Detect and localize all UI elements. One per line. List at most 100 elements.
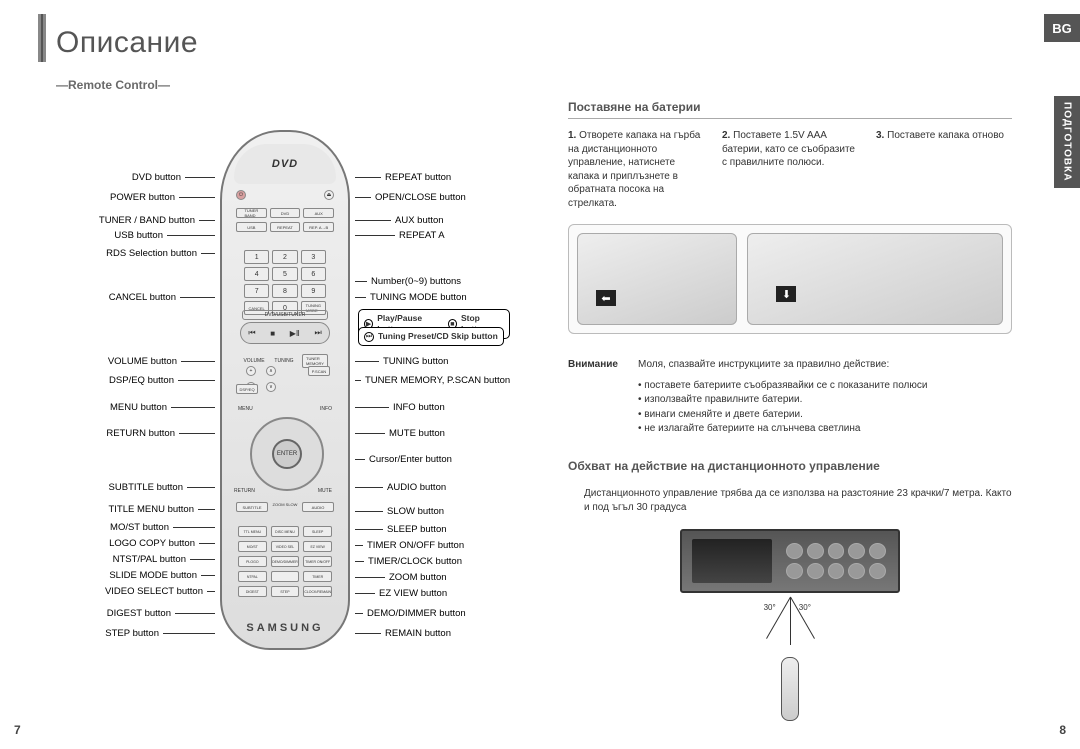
numpad-key: 1 <box>244 250 269 264</box>
numpad-key: 9 <box>301 284 326 298</box>
side-tab: ПОДГОТОВКА <box>1054 96 1080 188</box>
callout-label: CANCEL button <box>109 292 215 303</box>
remote-key: DEMO/DIMMER <box>271 556 300 567</box>
label-text: NTST/PAL button <box>113 554 186 565</box>
title-accent <box>38 14 46 62</box>
label-text: CANCEL button <box>109 292 176 303</box>
receiver-illustration: 30° 30° <box>680 529 900 721</box>
battery-step: 2. Поставете 1.5V AAA батерии, като се с… <box>722 129 858 210</box>
battery-step: 1. Отворете капака на гърба на дистанцио… <box>568 129 704 210</box>
open-close-icon: ⏏ <box>324 190 334 200</box>
label-text: POWER button <box>110 192 175 203</box>
label-text: SLEEP button <box>387 524 447 535</box>
receiver-box <box>680 529 900 593</box>
label-text: TIMER/CLOCK button <box>368 556 462 567</box>
remote-key: MO/ST <box>238 541 267 552</box>
deg-right: 30° <box>799 603 811 612</box>
label-text: STEP button <box>105 628 159 639</box>
bullet-item: поставете батериите съобразявайки се с п… <box>638 379 1012 394</box>
numpad-key: 6 <box>301 267 326 281</box>
label-text: SLIDE MODE button <box>109 570 197 581</box>
callout-label: REMAIN button <box>355 628 451 639</box>
label-text: TITLE MENU button <box>108 504 194 515</box>
label-text: TIMER ON/OFF button <box>367 540 464 551</box>
remote-key: DIGEST <box>238 586 267 597</box>
label-text: RDS Selection button <box>106 248 197 259</box>
battery-step: 3. Поставете капака отново <box>876 129 1012 210</box>
remote-diagram: DVD ⏻ ⏏ TUNER BANDDVDAUX USBREPEATREP. A… <box>40 130 510 690</box>
dvd-logo: DVD <box>272 158 298 170</box>
label-text: SUBTITLE button <box>109 482 183 493</box>
brand-label: SAMSUNG <box>222 622 348 634</box>
power-icon: ⏻ <box>236 190 246 200</box>
lang-badge: BG <box>1044 14 1080 42</box>
callout-label: AUDIO button <box>355 482 446 493</box>
remote-key: NTPAL <box>238 571 267 582</box>
remote-key: EZ VIEW <box>303 541 332 552</box>
page-subtitle: —Remote Control— <box>56 78 512 92</box>
label-text: TUNING MODE button <box>370 292 467 303</box>
return-corner: RETURN <box>234 488 255 494</box>
page-number-right: 8 <box>1059 723 1066 737</box>
callout-label: REPEAT button <box>355 172 451 183</box>
callout-label: INFO button <box>355 402 445 413</box>
callout-label: POWER button <box>110 192 215 203</box>
remote-key: TTL MENU <box>238 526 267 537</box>
numpad-key: 7 <box>244 284 269 298</box>
label-text: SLOW button <box>387 506 444 517</box>
tune-down-icon: ∨ <box>266 382 276 392</box>
label-text: USB button <box>114 230 163 241</box>
remote-key: USB <box>236 222 267 232</box>
label-text: EZ VIEW button <box>379 588 447 599</box>
label-text: INFO button <box>393 402 445 413</box>
remote-key: DVD <box>270 208 301 218</box>
label-text: DIGEST button <box>107 608 171 619</box>
transport-bar: ⏮■▶Ⅱ⏭ <box>240 322 330 344</box>
page-title: Описание <box>56 26 512 60</box>
label-text: Cursor/Enter button <box>369 454 452 465</box>
label-text: AUX button <box>395 215 444 226</box>
callout-label: DEMO/DIMMER button <box>355 608 466 619</box>
remote-header: DVD <box>234 144 336 184</box>
callout-label: LOGO COPY button <box>109 538 215 549</box>
info-corner: INFO <box>320 406 332 412</box>
callout-label: DVD button <box>132 172 215 183</box>
numpad-key: 8 <box>272 284 297 298</box>
label-text: TUNING button <box>383 356 448 367</box>
battery-heading: Поставяне на батерии <box>568 100 1012 119</box>
remote-key: CLOCK/REMAIN <box>303 586 332 597</box>
remote-key <box>271 571 300 582</box>
tune-up-icon: ∧ <box>266 366 276 376</box>
callout-label: Cursor/Enter button <box>355 454 452 465</box>
callout-label: MUTE button <box>355 428 445 439</box>
label-text: REMAIN button <box>385 628 451 639</box>
numpad-key: 2 <box>272 250 297 264</box>
callout-label: TUNER / BAND button <box>99 215 215 226</box>
callout-label: SUBTITLE button <box>109 482 215 493</box>
label-text: Number(0~9) buttons <box>371 276 461 287</box>
page-number-left: 7 <box>14 723 21 737</box>
remote-power-row: ⏻ ⏏ <box>236 190 334 200</box>
callout-label: DSP/EQ button <box>109 375 215 386</box>
remote-key: SLEEP <box>303 526 332 537</box>
callout-label: NTST/PAL button <box>113 554 215 565</box>
remote-key: DISC MENU <box>271 526 300 537</box>
callout-label: MO/ST button <box>110 522 215 533</box>
numpad-key: 3 <box>301 250 326 264</box>
ir-cone: 30° 30° <box>680 597 900 657</box>
battery-illustration: ⬅ ⬇ <box>568 224 1012 334</box>
callout-label: TUNER MEMORY, P.SCAN button <box>355 375 510 386</box>
enter-button-icon: ENTER <box>272 439 302 469</box>
remote-key: PLOGO <box>238 556 267 567</box>
label-text: RETURN button <box>106 428 175 439</box>
callout-label: REPEAT A <box>355 230 445 241</box>
label-text: REPEAT button <box>385 172 451 183</box>
callout-label: USB button <box>114 230 215 241</box>
callout-box: ⏭Tuning Preset/CD Skip button <box>358 327 504 346</box>
transport-caption: DVD/USB/TUNER <box>242 310 328 320</box>
remote-row-2: USBREPEATREP. A→B <box>236 222 334 232</box>
callout-label: ZOOM button <box>355 572 447 583</box>
label-text: DSP/EQ button <box>109 375 174 386</box>
remote-key: TIMER <box>303 571 332 582</box>
callout-label: SLEEP button <box>355 524 447 535</box>
